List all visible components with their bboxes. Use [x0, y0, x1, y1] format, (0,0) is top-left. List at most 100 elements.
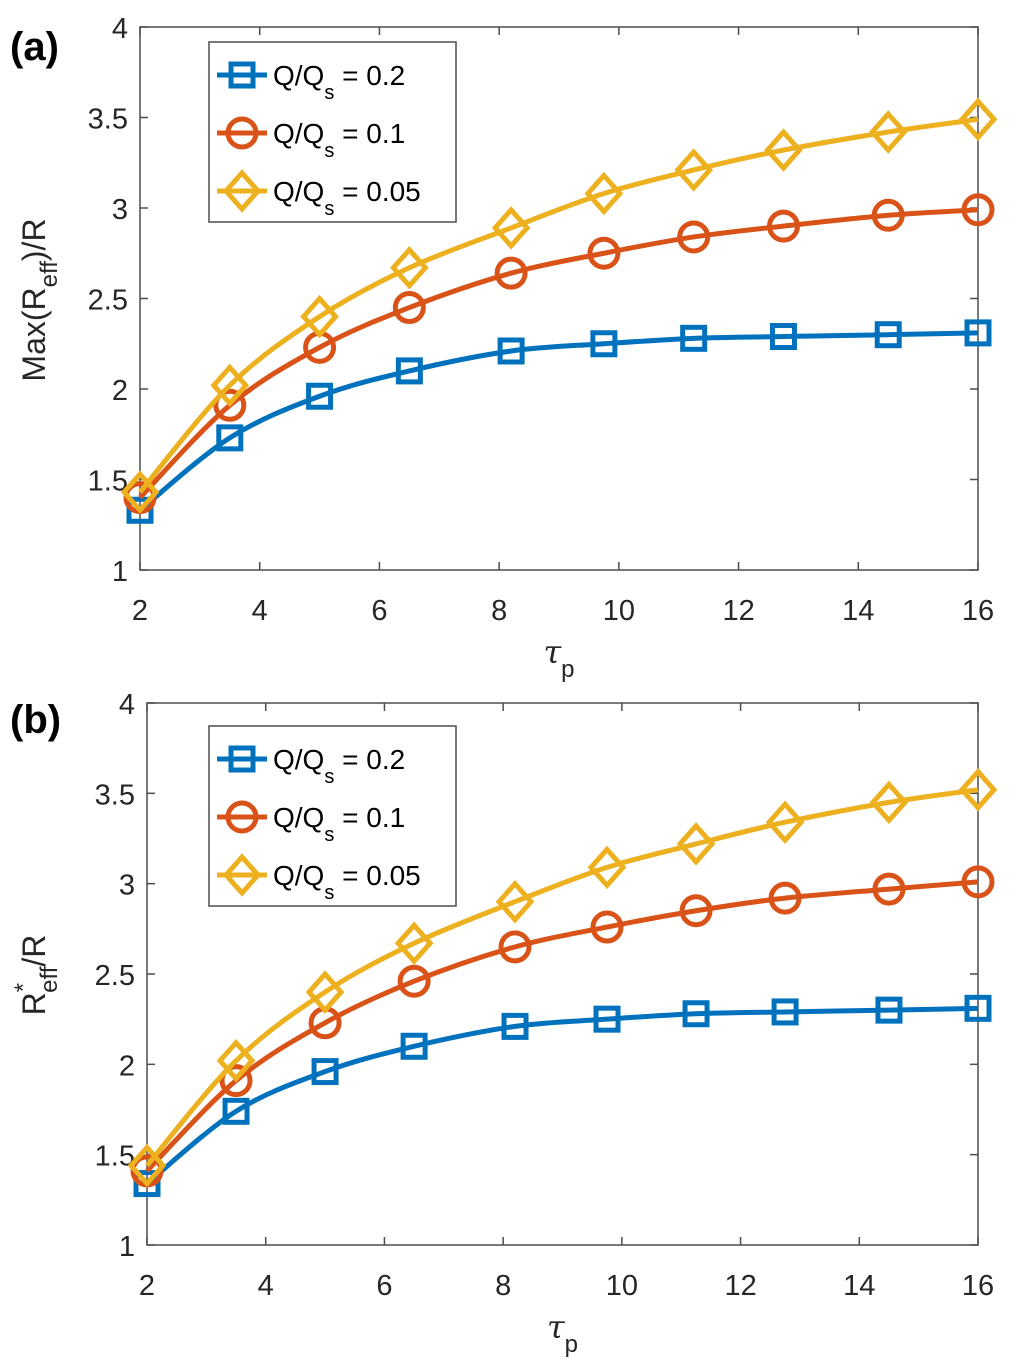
legend-label: Q/Qs = 0.2 [273, 60, 405, 104]
data-point-square [682, 1000, 710, 1028]
data-point-diamond [958, 97, 998, 142]
x-tick-label: 12 [724, 1270, 756, 1302]
series-line [145, 879, 979, 1173]
series-diamond [120, 97, 998, 514]
legend-marker-square [228, 745, 256, 773]
x-axis-label: τp [547, 1308, 578, 1358]
panel-label: (a) [10, 25, 59, 69]
legend-label-value: = 0.1 [334, 802, 405, 833]
x-tick-label: 4 [252, 595, 268, 627]
x-tick-label: 10 [606, 1270, 638, 1302]
series-circle [130, 865, 995, 1188]
data-point-square [395, 357, 423, 385]
legend-label-subscript: s [324, 82, 334, 104]
data-point-square [964, 319, 992, 347]
data-point-circle [871, 198, 905, 232]
data-point-square [216, 424, 244, 452]
y-tick-label: 2 [119, 1050, 135, 1082]
y-axis-label-subscript: eff [36, 966, 63, 993]
data-point-square [680, 324, 708, 352]
series-square [133, 994, 992, 1198]
data-point-square [133, 1170, 161, 1198]
data-point-square [501, 1012, 529, 1040]
legend-label-main: Q/Q [273, 860, 324, 891]
x-tick-label: 6 [376, 1270, 392, 1302]
panel-label: (b) [10, 698, 61, 742]
series-line [145, 787, 979, 1168]
data-point-square [875, 996, 903, 1024]
legend-label: Q/Qs = 0.1 [273, 802, 405, 846]
series-line [138, 116, 979, 494]
legend-item: Q/Qs = 0.05 [217, 853, 421, 904]
legend: Q/Qs = 0.2 Q/Qs = 0.1 Q/Qs = 0.05 [208, 41, 457, 223]
series-circle [123, 193, 995, 515]
x-axis-label-main: τ [547, 1308, 566, 1346]
data-point-circle [872, 872, 906, 906]
series-line [138, 330, 979, 513]
legend-item: Q/Qs = 0.1 [217, 800, 405, 846]
data-point-circle [498, 930, 532, 964]
y-axis-label-superscript: * [10, 983, 37, 992]
data-point-diamond [495, 879, 535, 924]
data-point-diamond [394, 921, 434, 966]
series-square [126, 319, 992, 524]
y-tick-label: 4 [119, 689, 135, 721]
legend-marker-circle [225, 116, 259, 150]
legend-label: Q/Qs = 0.05 [273, 176, 421, 220]
data-point-circle [961, 865, 995, 899]
data-point-diamond [584, 171, 624, 216]
data-point-circle [397, 964, 431, 998]
y-axis-label: R*eff/R [10, 935, 63, 1016]
data-point-diamond [390, 245, 429, 290]
x-tick-label: 2 [139, 1270, 155, 1302]
y-axis-label-tail: )/R [16, 218, 52, 261]
data-point-diamond [958, 767, 998, 812]
legend: Q/Qs = 0.2 Q/Qs = 0.1 Q/Qs = 0.05 [208, 725, 457, 907]
chart-panel-b: 2 4 6 8 10 12 14 16 1 1.5 2 2.5 3 3.5 4 τp R*eff/R (b) Q/Q… [10, 689, 998, 1358]
legend-label: Q/Qs = 0.1 [273, 118, 405, 162]
data-point-square [222, 1097, 250, 1125]
legend-marker-diamond [222, 853, 262, 897]
legend-label-value: = 0.2 [334, 60, 405, 91]
legend-label-value: = 0.05 [334, 860, 420, 891]
y-tick-label: 4 [112, 13, 128, 45]
data-point-diamond [300, 294, 339, 339]
legend-label-subscript: s [324, 140, 334, 162]
legend-label-main: Q/Q [273, 802, 324, 833]
legend-item: Q/Qs = 0.2 [217, 744, 405, 788]
y-tick-label: 2 [112, 375, 128, 407]
data-point-diamond [120, 470, 160, 514]
data-point-square [771, 998, 799, 1026]
x-tick-label: 12 [722, 595, 754, 627]
data-point-square [400, 1032, 428, 1060]
data-point-diamond [210, 363, 250, 408]
data-point-diamond [491, 206, 531, 250]
x-axis-label-subscript: p [565, 1331, 578, 1358]
legend-label-main: Q/Q [273, 118, 324, 149]
data-point-square [964, 994, 992, 1022]
data-point-diamond [868, 110, 908, 154]
legend-label: Q/Qs = 0.05 [273, 860, 421, 904]
legend-label-main: Q/Q [273, 744, 324, 775]
data-point-square [497, 337, 525, 365]
data-point-diamond [674, 148, 714, 192]
data-point-circle [961, 193, 995, 227]
x-axis-label-main: τ [543, 633, 562, 671]
legend-item: Q/Qs = 0.2 [217, 60, 405, 104]
x-tick-label: 16 [962, 595, 994, 627]
data-point-square [306, 382, 334, 410]
x-axis-label: τp [543, 633, 574, 683]
x-tick-label: 16 [962, 1270, 994, 1302]
data-point-diamond [764, 128, 803, 172]
x-tick-label: 8 [491, 595, 507, 627]
data-point-diamond [216, 1038, 256, 1083]
y-tick-label: 1.5 [95, 1141, 135, 1173]
series-line [145, 1005, 979, 1186]
x-tick-label: 14 [842, 595, 874, 627]
x-axis-label-subscript: p [561, 656, 574, 683]
data-point-circle [768, 881, 802, 915]
y-axis-label-subscript: eff [36, 261, 63, 288]
data-point-diamond [765, 800, 805, 845]
data-point-square [311, 1058, 339, 1086]
